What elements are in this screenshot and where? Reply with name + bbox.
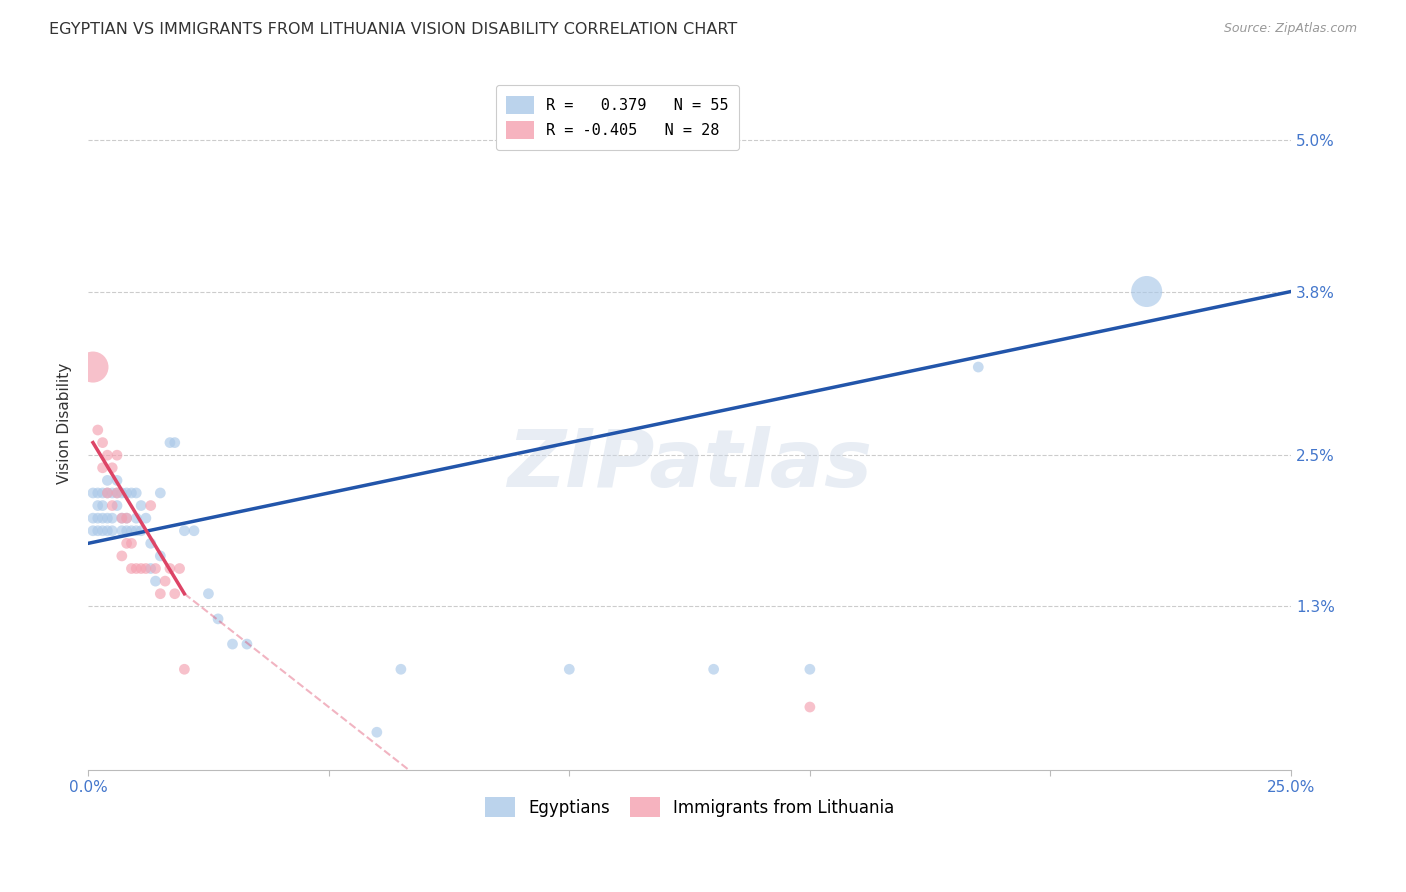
Point: [163, 435, 186, 450]
Point: [82, 486, 104, 500]
Point: [159, 561, 181, 575]
Point: [82, 511, 104, 525]
Point: [183, 524, 205, 538]
Point: [101, 486, 124, 500]
Point: [96, 486, 118, 500]
Point: [135, 561, 157, 575]
Point: [129, 499, 152, 513]
Point: [197, 587, 219, 601]
Point: [105, 486, 128, 500]
Point: [163, 587, 186, 601]
Point: [135, 511, 157, 525]
Point: [115, 486, 138, 500]
Point: [111, 511, 134, 525]
Text: ZIPatlas: ZIPatlas: [508, 426, 872, 504]
Point: [105, 474, 128, 488]
Point: [87, 524, 110, 538]
Point: [153, 574, 176, 588]
Point: [105, 486, 128, 500]
Point: [120, 486, 142, 500]
Point: [125, 561, 148, 575]
Point: [91, 499, 114, 513]
Point: [91, 486, 114, 500]
Point: [91, 524, 114, 538]
Point: [389, 662, 412, 676]
Legend: Egyptians, Immigrants from Lithuania: Egyptians, Immigrants from Lithuania: [478, 790, 901, 824]
Point: [125, 524, 148, 538]
Point: [149, 587, 172, 601]
Point: [169, 561, 191, 575]
Point: [115, 536, 138, 550]
Point: [125, 511, 148, 525]
Point: [105, 499, 128, 513]
Point: [101, 460, 124, 475]
Point: [96, 486, 118, 500]
Point: [1136, 285, 1159, 299]
Point: [129, 524, 152, 538]
Point: [799, 700, 821, 714]
Point: [145, 561, 167, 575]
Point: [87, 423, 110, 437]
Point: [129, 561, 152, 575]
Point: [91, 460, 114, 475]
Point: [139, 499, 162, 513]
Point: [91, 435, 114, 450]
Point: [91, 511, 114, 525]
Point: [173, 662, 195, 676]
Point: [111, 549, 134, 563]
Y-axis label: Vision Disability: Vision Disability: [58, 363, 72, 484]
Point: [82, 359, 104, 374]
Point: [115, 524, 138, 538]
Point: [101, 511, 124, 525]
Point: [111, 524, 134, 538]
Point: [159, 435, 181, 450]
Point: [111, 486, 134, 500]
Point: [115, 511, 138, 525]
Point: [120, 561, 142, 575]
Point: [139, 561, 162, 575]
Point: [120, 524, 142, 538]
Point: [96, 524, 118, 538]
Point: [125, 486, 148, 500]
Point: [96, 511, 118, 525]
Point: [366, 725, 388, 739]
Point: [145, 574, 167, 588]
Point: [967, 359, 990, 374]
Point: [87, 499, 110, 513]
Point: [101, 524, 124, 538]
Point: [111, 511, 134, 525]
Point: [87, 511, 110, 525]
Text: Source: ZipAtlas.com: Source: ZipAtlas.com: [1223, 22, 1357, 36]
Point: [82, 524, 104, 538]
Point: [799, 662, 821, 676]
Point: [101, 499, 124, 513]
Point: [236, 637, 259, 651]
Point: [207, 612, 229, 626]
Point: [115, 511, 138, 525]
Point: [221, 637, 243, 651]
Point: [149, 549, 172, 563]
Point: [105, 448, 128, 462]
Point: [173, 524, 195, 538]
Text: EGYPTIAN VS IMMIGRANTS FROM LITHUANIA VISION DISABILITY CORRELATION CHART: EGYPTIAN VS IMMIGRANTS FROM LITHUANIA VI…: [49, 22, 738, 37]
Point: [558, 662, 581, 676]
Point: [87, 486, 110, 500]
Point: [139, 536, 162, 550]
Point: [96, 448, 118, 462]
Point: [120, 536, 142, 550]
Point: [703, 662, 725, 676]
Point: [96, 474, 118, 488]
Point: [149, 486, 172, 500]
